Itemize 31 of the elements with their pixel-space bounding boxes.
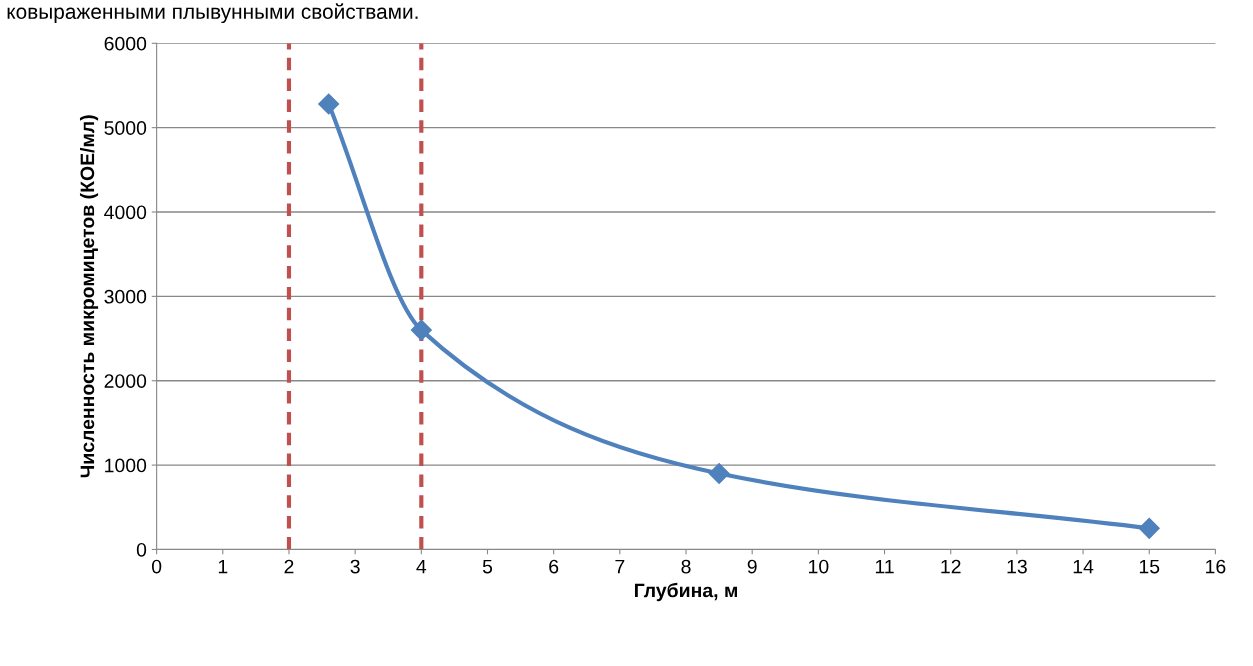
y-tick-label: 3000 — [104, 289, 147, 304]
point — [1138, 517, 1160, 539]
y-tick-label: 4000 — [104, 205, 147, 220]
x-tick-label: 5 — [482, 559, 493, 574]
y-axis-title: Численность микромицетов (КОЕ/мл) — [79, 115, 99, 478]
x-tick-label: 13 — [1007, 559, 1027, 574]
point — [410, 319, 432, 341]
y-tick-label: 0 — [136, 542, 147, 557]
x-tick-label: 2 — [284, 559, 294, 574]
y-tick-label: 2000 — [104, 374, 147, 388]
x-tick-label: 9 — [747, 559, 757, 574]
x-tick-label: 6 — [549, 559, 559, 574]
text: ковыраженными плывунными свойствами. — [7, 3, 418, 24]
x-tick-label: 0 — [151, 559, 162, 574]
y-tick-label: 1000 — [105, 458, 147, 473]
x-tick-label: 8 — [681, 559, 691, 574]
x-axis-title: Глубина, м — [634, 582, 737, 602]
x-tick-label: 4 — [416, 559, 427, 574]
x-tick-label: 14 — [1073, 559, 1094, 574]
x-tick-label: 12 — [941, 559, 961, 574]
y-tick-label: 6000 — [104, 36, 147, 51]
x-tick-label: 11 — [875, 559, 894, 574]
x-tick-label: 1 — [218, 559, 228, 574]
x-tick-label: 10 — [809, 559, 829, 574]
point — [318, 93, 340, 115]
y-tick-label: 5000 — [104, 121, 147, 135]
point — [708, 463, 730, 485]
x-tick-label: 15 — [1139, 559, 1160, 574]
x-tick-label: 16 — [1206, 559, 1226, 574]
x-tick-label: 3 — [350, 559, 360, 574]
x-tick-label: 7 — [615, 559, 625, 574]
